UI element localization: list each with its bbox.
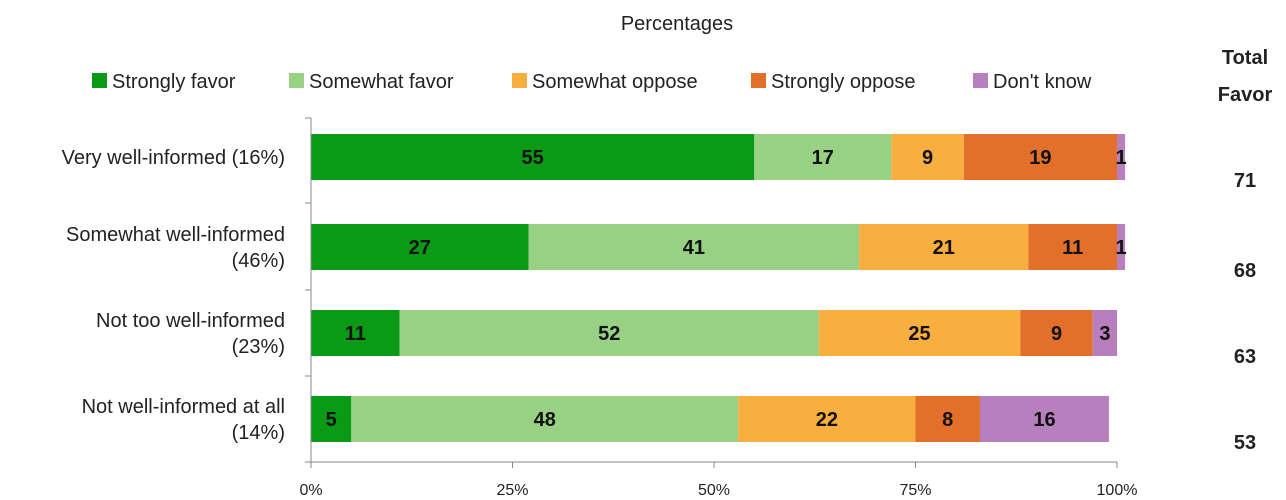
bar-value-label: 25: [908, 323, 930, 345]
legend-label: Strongly oppose: [771, 71, 916, 93]
bar-value-label: 21: [933, 237, 955, 259]
bar-segment: [311, 224, 529, 270]
legend-swatch: [512, 73, 527, 88]
legend-item: Somewhat oppose: [512, 71, 698, 93]
bar-segment: [1020, 310, 1093, 356]
bar-segment: [351, 396, 739, 442]
category-label: Not too well-informed: [96, 310, 285, 332]
bar-value-label: 16: [1033, 409, 1055, 431]
chart-subtitle: Percentages: [621, 13, 733, 35]
legend-item: Somewhat favor: [289, 71, 454, 93]
category-label: (23%): [232, 336, 285, 358]
total-favor-value: 53: [1234, 432, 1256, 454]
bar-segment: [891, 134, 964, 180]
bar-segment: [1028, 224, 1117, 270]
bar-value-label: 11: [1062, 237, 1083, 259]
x-tick-label: 100%: [1097, 482, 1138, 499]
bar-value-label: 11: [345, 323, 366, 345]
bar-value-label: 5: [326, 409, 337, 431]
bar-segment: [399, 310, 819, 356]
legend: Strongly favor Somewhat favor Somewhat opp…: [92, 71, 1092, 93]
bars: 55 17 9 19 127 41 21 11 111 52 25 9 35 48 22 8 16: [311, 134, 1127, 442]
legend-label: Strongly favor: [112, 71, 236, 93]
category-label: Somewhat well-informed: [66, 224, 285, 246]
total-favor-header: Total Favor: [1218, 47, 1273, 106]
legend-swatch: [92, 73, 107, 88]
x-tick-label: 0%: [299, 482, 322, 499]
legend-label: Don't know: [993, 71, 1092, 93]
legend-item: Strongly favor: [92, 71, 236, 93]
legend-swatch: [289, 73, 304, 88]
bar-segment: [311, 396, 352, 442]
total-favor-header-line: Favor: [1218, 84, 1273, 106]
total-favor-value: 68: [1234, 260, 1256, 282]
bar-value-label: 27: [409, 237, 431, 259]
bar-row: 55 17 9 19 1: [311, 134, 1127, 180]
bar-value-label: 8: [942, 409, 953, 431]
x-tick-label: 50%: [698, 482, 730, 499]
bar-segment: [818, 310, 1021, 356]
legend-swatch: [973, 73, 988, 88]
bar-value-label: 19: [1029, 147, 1051, 169]
bar-value-label: 55: [522, 147, 544, 169]
bar-segment: [311, 134, 755, 180]
bar-segment: [1092, 310, 1117, 356]
category-label: Not well-informed at all: [82, 396, 285, 418]
bar-segment: [915, 396, 980, 442]
bar-segment: [528, 224, 860, 270]
bar-value-label: 17: [812, 147, 834, 169]
bar-value-label: 48: [534, 409, 556, 431]
bar-value-label: 3: [1099, 323, 1110, 345]
bar-row: 5 48 22 8 16: [311, 396, 1109, 442]
legend-item: Strongly oppose: [751, 71, 916, 93]
bar-value-label: 52: [598, 323, 620, 345]
bar-value-label: 1: [1115, 237, 1126, 259]
bar-value-label: 9: [1051, 323, 1062, 345]
total-favor-values: 71 68 63 53: [1234, 170, 1256, 454]
bar-segment: [979, 396, 1109, 442]
total-favor-value: 71: [1234, 170, 1256, 192]
category-label: Very well-informed (16%): [62, 147, 285, 169]
bar-row: 11 52 25 9 3: [311, 310, 1117, 356]
category-label: (46%): [232, 250, 285, 272]
bar-row: 27 41 21 11 1: [311, 224, 1127, 270]
bar-segment: [1117, 224, 1126, 270]
legend-label: Somewhat oppose: [532, 71, 698, 93]
bar-segment: [738, 396, 916, 442]
legend-label: Somewhat favor: [309, 71, 454, 93]
category-labels: Very well-informed (16%) Somewhat well-in…: [62, 147, 285, 444]
bar-segment: [963, 134, 1117, 180]
bar-value-label: 1: [1115, 147, 1126, 169]
bar-value-label: 41: [683, 237, 705, 259]
bar-segment: [1117, 134, 1126, 180]
bar-value-label: 9: [922, 147, 933, 169]
bar-segment: [311, 310, 400, 356]
x-axis: 0% 25% 50% 75% 100%: [299, 117, 1138, 499]
x-tick-label: 25%: [496, 482, 528, 499]
total-favor-header-line: Total: [1222, 47, 1268, 69]
legend-item: Don't know: [973, 71, 1092, 93]
legend-swatch: [751, 73, 766, 88]
x-tick-label: 75%: [899, 482, 931, 499]
category-label: (14%): [232, 422, 285, 444]
bar-segment: [859, 224, 1029, 270]
total-favor-value: 63: [1234, 346, 1256, 368]
bar-value-label: 22: [816, 409, 838, 431]
bar-segment: [754, 134, 892, 180]
